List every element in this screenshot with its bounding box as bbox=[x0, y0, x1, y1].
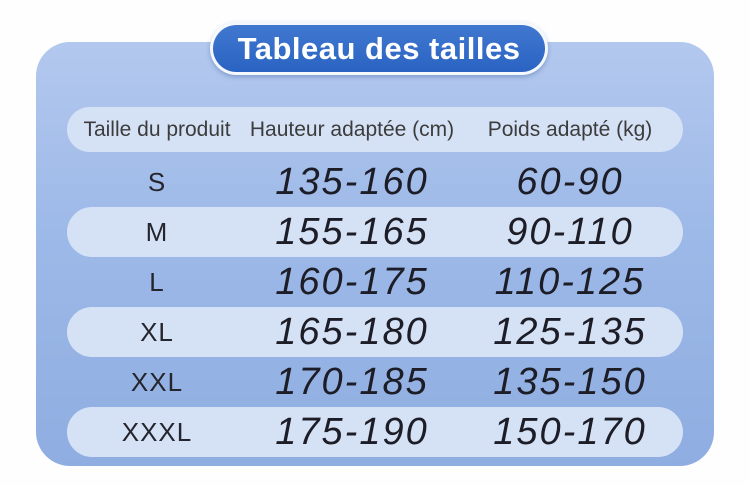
size-chart-panel: Taille du produit Hauteur adaptée (cm) P… bbox=[36, 42, 714, 466]
table-row-xxxl: XXXL 175-190 150-170 bbox=[67, 407, 683, 457]
height-range: 155-165 bbox=[275, 210, 429, 253]
table-row-l: L 160-175 110-125 bbox=[67, 257, 683, 307]
height-range: 170-185 bbox=[275, 360, 429, 403]
size-chart-title: Tableau des tailles bbox=[237, 30, 521, 66]
table-row-xxl: XXL 170-185 135-150 bbox=[67, 357, 683, 407]
size-label: S bbox=[147, 166, 167, 197]
column-header-weight: Poids adapté (kg) bbox=[487, 117, 653, 141]
size-label: M bbox=[145, 216, 169, 247]
weight-range: 110-125 bbox=[494, 260, 646, 303]
height-range: 160-175 bbox=[275, 260, 429, 303]
table-row-xl: XL 165-180 125-135 bbox=[67, 307, 683, 357]
column-header-height: Hauteur adaptée (cm) bbox=[249, 117, 455, 141]
weight-range: 90-110 bbox=[506, 210, 634, 253]
size-label: XL bbox=[140, 316, 174, 347]
size-label: XXXL bbox=[121, 416, 193, 447]
weight-range: 150-170 bbox=[493, 410, 647, 453]
weight-range: 60-90 bbox=[516, 160, 624, 203]
height-range: 165-180 bbox=[275, 310, 429, 353]
table-row-m: M 155-165 90-110 bbox=[67, 207, 683, 257]
height-range: 175-190 bbox=[275, 410, 429, 453]
size-chart-title-badge: Tableau des tailles bbox=[210, 22, 548, 75]
height-range: 135-160 bbox=[275, 160, 429, 203]
table-header-row: Taille du produit Hauteur adaptée (cm) P… bbox=[67, 107, 683, 152]
size-label: XXL bbox=[130, 366, 184, 397]
weight-range: 125-135 bbox=[493, 310, 647, 353]
column-header-size: Taille du produit bbox=[83, 117, 231, 141]
table-row-s: S 135-160 60-90 bbox=[67, 157, 683, 207]
weight-range: 135-150 bbox=[493, 360, 647, 403]
size-label: L bbox=[149, 266, 165, 297]
